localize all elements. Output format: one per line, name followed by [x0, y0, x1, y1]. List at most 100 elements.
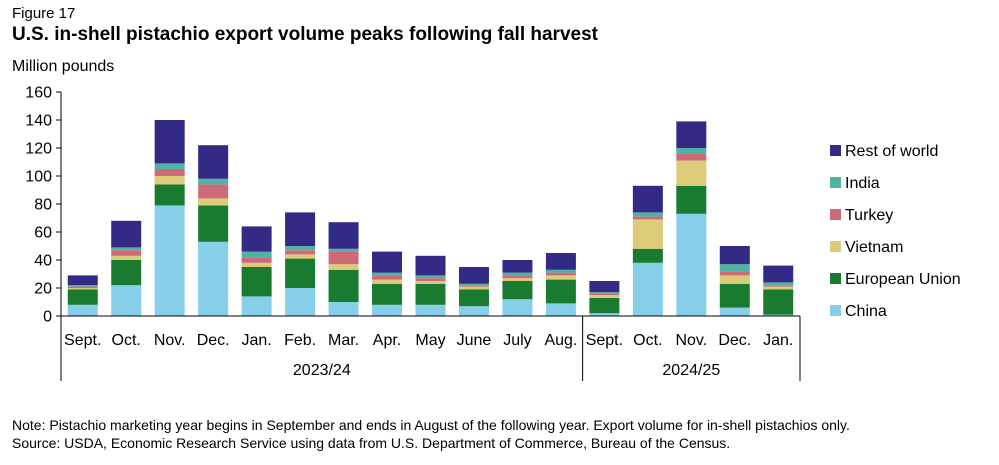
bar-segment-turkey [372, 275, 403, 280]
bar-segment-vietnam [372, 279, 403, 284]
legend-label: European Union [845, 271, 961, 288]
bar-segment-india [372, 272, 403, 276]
y-tick-label: 0 [43, 309, 52, 326]
bar-segment-vietnam [241, 262, 272, 267]
bar-segment-european-union [589, 297, 620, 314]
bar-segment-european-union [111, 260, 142, 286]
bar-segment-turkey [458, 285, 489, 287]
bar-segment-turkey [67, 286, 98, 288]
x-tick-label: Sept. [586, 332, 623, 349]
bar-segment-rest-of-world [763, 265, 794, 283]
x-tick-label: Oct. [112, 332, 141, 349]
bar-segment-vietnam [589, 295, 620, 298]
x-tick-label: Dec. [197, 332, 230, 349]
y-tick-label: 100 [25, 169, 52, 186]
bar-segment-china [502, 299, 533, 316]
note-text: Note: Pistachio marketing year begins in… [12, 417, 850, 433]
bar-segment-china [241, 296, 272, 316]
legend-label: Rest of world [845, 143, 938, 160]
bar-segment-vietnam [545, 275, 576, 280]
bar-segment-india [67, 285, 98, 287]
bar-segment-china [328, 302, 359, 316]
bar-segment-china [111, 285, 142, 316]
bar-segment-turkey [502, 275, 533, 279]
bar-segment-turkey [111, 250, 142, 256]
y-axis: 0 20 40 60 80 100 120 140 160 [25, 85, 62, 326]
bar-segment-rest-of-world [415, 255, 446, 276]
bar-segment-india [285, 246, 316, 251]
bar-segment-india [241, 251, 272, 258]
bar-segment-china [676, 213, 707, 316]
bar-segment-vietnam [502, 278, 533, 281]
bar-segment-india [198, 178, 229, 185]
bar-segment-india [545, 269, 576, 273]
bar-segment-turkey [328, 251, 359, 265]
legend-swatch [830, 209, 841, 220]
y-tick-label: 80 [34, 197, 52, 214]
bar-segment-china [763, 314, 794, 316]
bar-segment-india [111, 247, 142, 251]
legend-swatch [830, 305, 841, 316]
bar-segment-china [198, 241, 229, 316]
bar-segment-rest-of-world [67, 275, 98, 286]
bar-segment-rest-of-world [372, 251, 403, 273]
bar-segment-european-union [632, 248, 663, 263]
bar-segment-china [285, 288, 316, 316]
bar-segment-rest-of-world [111, 220, 142, 248]
bar-segment-turkey [719, 271, 750, 276]
source-text: Source: USDA, Economic Research Service … [12, 435, 731, 451]
y-tick-label: 20 [34, 281, 52, 298]
x-tick-label: Jan. [763, 332, 793, 349]
legend-label: Turkey [845, 207, 893, 224]
bar-segment-china [458, 306, 489, 316]
bar-segment-india [415, 275, 446, 279]
x-tick-label: Aug. [544, 332, 577, 349]
bar-segment-vietnam [285, 254, 316, 259]
bar-segment-turkey [545, 272, 576, 276]
legend-label: India [845, 175, 880, 192]
bar-segment-european-union [67, 289, 98, 305]
bar-segment-turkey [285, 250, 316, 255]
bar-segment-turkey [415, 278, 446, 281]
bar-segment-european-union [241, 267, 272, 297]
bar-segment-india [502, 272, 533, 276]
y-tick-label: 40 [34, 253, 52, 270]
bar-segment-china [545, 303, 576, 316]
bar-segment-vietnam [632, 219, 663, 249]
bar-segment-european-union [328, 269, 359, 302]
bar-segment-rest-of-world [198, 145, 229, 179]
bar-segment-turkey [632, 216, 663, 220]
bar-segment-turkey [198, 184, 229, 199]
y-tick-label: 140 [25, 113, 52, 130]
bar-segment-india [589, 292, 620, 294]
bar-segment-vietnam [328, 264, 359, 270]
bar-segment-vietnam [154, 176, 185, 185]
bar-segment-rest-of-world [328, 222, 359, 249]
bar-segment-vietnam [719, 275, 750, 284]
bar-segment-vietnam [763, 286, 794, 290]
group-label: 2023/24 [293, 362, 351, 379]
bar-segment-india [154, 163, 185, 169]
bar-segment-vietnam [198, 198, 229, 206]
x-tick-label: June [457, 332, 492, 349]
bar-segment-india [328, 248, 359, 252]
y-axis-label: Million pounds [12, 58, 115, 75]
group-label: 2024/25 [662, 362, 720, 379]
bar-segment-european-union [719, 283, 750, 308]
x-tick-label: Nov. [154, 332, 186, 349]
bar-segment-china [154, 205, 185, 316]
bar-segment-india [458, 283, 489, 286]
bar-segment-rest-of-world [502, 260, 533, 273]
bar-segment-rest-of-world [545, 253, 576, 270]
bar-segment-china [589, 313, 620, 316]
bar-segment-vietnam [67, 288, 98, 290]
bar-segment-european-union [458, 289, 489, 307]
bars [67, 120, 794, 316]
y-tick-label: 160 [25, 85, 52, 102]
x-axis: Sept. Oct. Nov. Dec. Jan. Feb. Mar. Apr. May June… [60, 315, 801, 381]
legend-swatch [830, 241, 841, 252]
x-tick-label: Oct. [633, 332, 662, 349]
bar-segment-india [719, 264, 750, 272]
bar-segment-china [719, 307, 750, 316]
